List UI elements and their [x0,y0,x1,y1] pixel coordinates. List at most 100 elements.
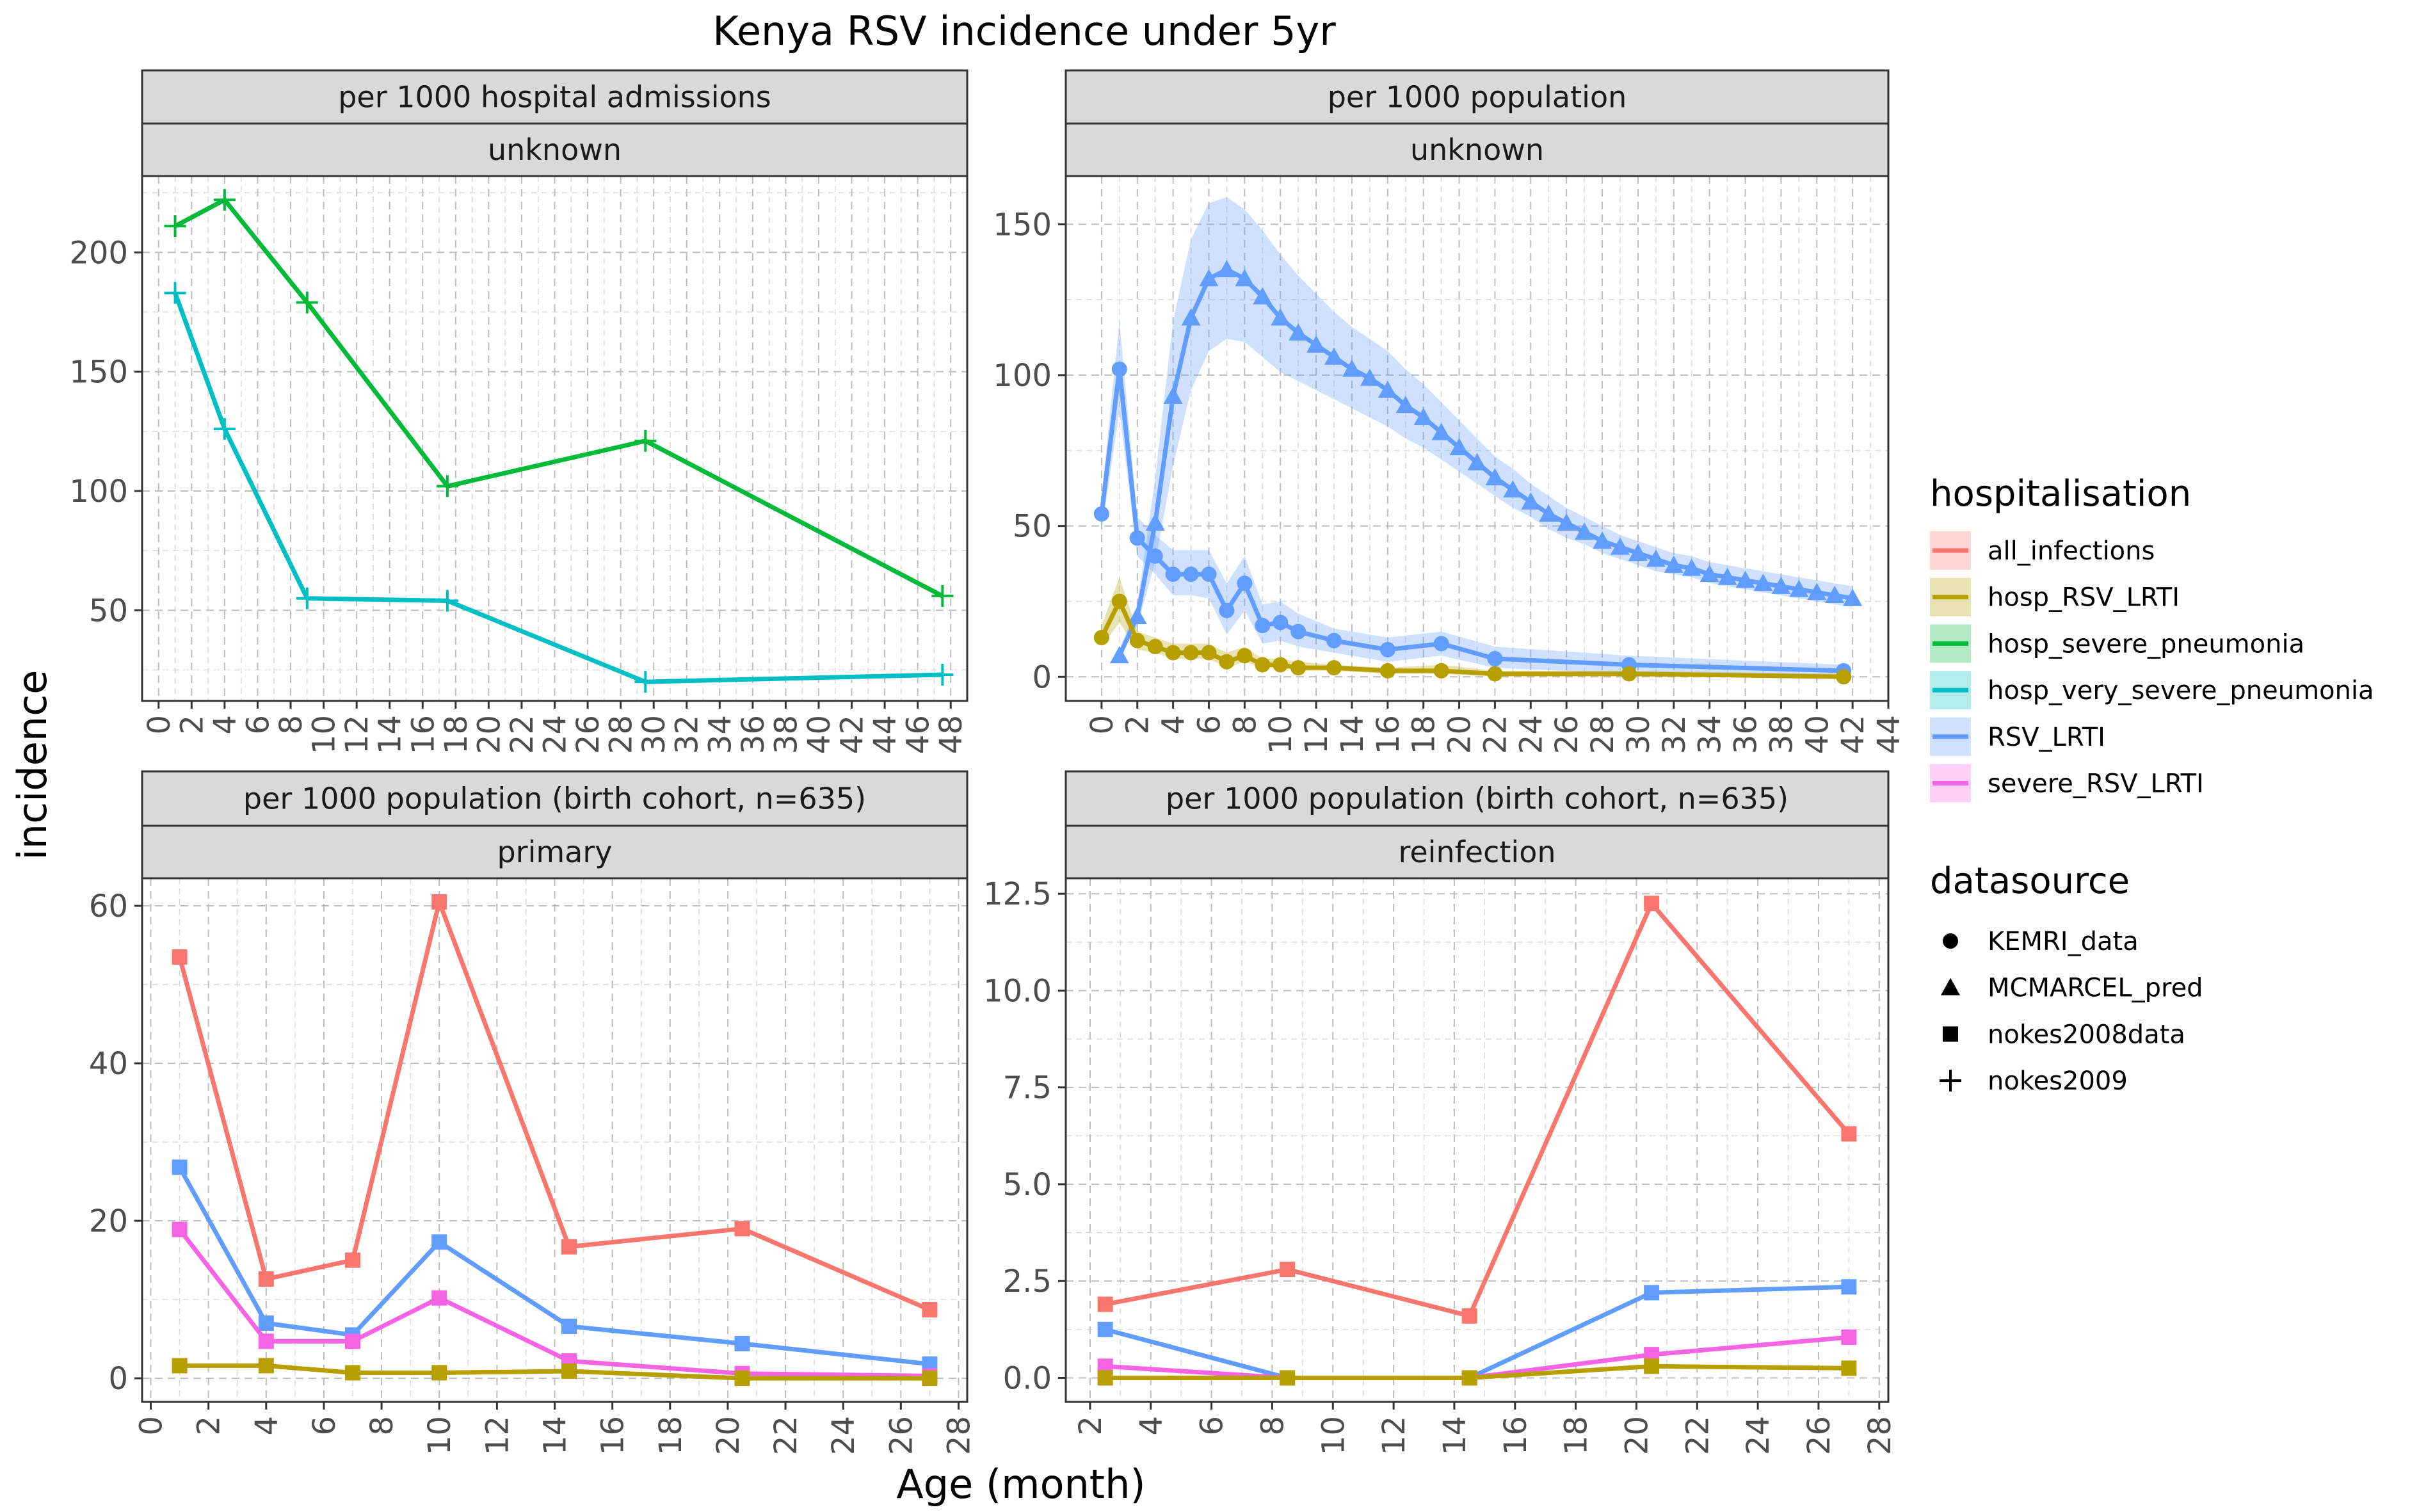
x-tick-label: 0 [1084,715,1120,735]
x-tick-label: 6 [240,715,276,735]
data-point-hosp_severe_pneumonia [436,475,458,497]
y-tick-label: 150 [993,207,1052,243]
data-point-all_infections [1841,1126,1857,1142]
x-tick-label: 30 [1621,715,1657,754]
data-point-all_infections [1461,1308,1477,1324]
data-point-RSV_LRTI [1237,575,1253,591]
data-point-severe_RSV_LRTI [172,1221,188,1237]
data-point-RSV_LRTI [1109,646,1129,664]
legend-title: hospitalisation [1930,473,2191,515]
x-tick-label: 20 [711,1416,746,1455]
data-point-RSV_LRTI [1700,565,1719,583]
data-point-RSV_LRTI [1271,308,1290,326]
data-point-RSV_LRTI [1201,567,1217,583]
facet-strip-bottom-label: reinfection [1398,835,1555,869]
data-layer [164,189,954,693]
facet-panel-4: per 1000 population (birth cohort, n=635… [983,770,1898,1455]
x-tick-label: 24 [1740,1416,1776,1455]
data-point-hosp_RSV_LRTI [1237,648,1253,664]
data-point-RSV_LRTI [1165,567,1181,583]
data-point-RSV_LRTI [1097,1321,1113,1337]
facet-strip-bottom [1065,824,1890,880]
data-point-RSV_LRTI [1433,636,1449,652]
x-tick-label: 34 [702,715,738,754]
data-point-RSV_LRTI [1485,468,1505,486]
data-point-RSV_LRTI [1682,558,1701,576]
data-point-hosp_RSV_LRTI [1165,645,1181,661]
facet-strip-top [1065,770,1890,827]
x-tick-label: 42 [1835,715,1871,754]
data-point-RSV_LRTI [1593,531,1612,549]
x-tick-label: 40 [801,715,837,754]
data-layer [1097,896,1857,1386]
data-point-RSV_LRTI [1127,607,1147,625]
y-tick-label: 50 [1013,509,1052,545]
x-tick-label: 36 [1728,715,1764,754]
data-point-RSV_LRTI [1807,583,1827,600]
x-tick-label: 2 [1120,715,1156,735]
x-tick-label: 28 [604,715,639,754]
data-point-RSV_LRTI [1273,615,1289,631]
x-tick-label: 18 [653,1416,689,1455]
data-point-RSV_LRTI [1199,269,1219,287]
x-tick-label: 26 [883,1416,919,1455]
data-point-RSV_LRTI [1395,396,1415,414]
x-tick-label: 14 [538,1416,574,1455]
data-point-hosp_severe_pneumonia [213,189,236,211]
data-point-RSV_LRTI [1360,368,1379,386]
x-tick-label: 4 [207,715,243,735]
facet-strip-bottom-label: unknown [1410,133,1544,167]
chart-title: Kenya RSV incidence under 5yr [712,8,1336,54]
legend-label: MCMARCEL_pred [1988,974,2203,1003]
data-point-RSV_LRTI [1379,641,1395,657]
x-tick-label: 16 [595,1416,631,1455]
facet-panel-1: per 1000 hospital admissionsunknown50100… [69,69,969,754]
x-tick-label: 18 [438,715,474,754]
facet-strip-top-label: per 1000 hospital admissions [338,80,771,115]
data-point-hosp_severe_pneumonia [634,430,657,452]
data-point-RSV_LRTI [1289,323,1308,341]
data-point-RSV_LRTI [1253,287,1273,305]
x-tick-label: 28 [1862,1416,1898,1455]
data-point-hosp_RSV_LRTI [1201,645,1217,661]
x-tick-label: 28 [1585,715,1621,754]
data-point-hosp_RSV_LRTI [561,1363,577,1379]
data-point-hosp_RSV_LRTI [1183,645,1199,661]
x-tick-label: 8 [1255,1416,1290,1436]
data-point-RSV_LRTI [1342,359,1362,377]
data-point-hosp_RSV_LRTI [1147,639,1163,655]
data-point-RSV_LRTI [1771,576,1791,594]
data-point-RSV_LRTI [1825,586,1845,604]
data-point-hosp_very_severe_pneumonia [296,587,318,609]
facet-strip-top [141,770,968,827]
data-point-RSV_LRTI [1753,574,1773,591]
data-point-hosp_RSV_LRTI [1836,669,1852,685]
data-point-RSV_LRTI [1521,492,1541,510]
data-point-RSV_LRTI [1290,623,1306,639]
data-point-severe_RSV_LRTI [345,1333,361,1349]
data-layer [172,894,938,1387]
data-point-RSV_LRTI [1378,380,1397,398]
data-point-hosp_RSV_LRTI [431,1365,447,1381]
data-point-all_infections [345,1252,361,1268]
data-point-RSV_LRTI [258,1315,274,1331]
data-point-hosp_RSV_LRTI [258,1358,274,1374]
data-point-all_infections [1280,1262,1296,1278]
data-point-RSV_LRTI [1217,260,1237,278]
data-point-all_infections [1097,1296,1113,1312]
data-point-hosp_RSV_LRTI [1111,593,1127,609]
data-point-hosp_RSV_LRTI [1290,660,1306,676]
legend-label: severe_RSV_LRTI [1988,769,2204,799]
data-point-RSV_LRTI [1575,522,1595,540]
data-point-hosp_RSV_LRTI [734,1371,750,1387]
legend-hospitalisation: hospitalisation all_infections hosp_RSV_LR… [1930,473,2374,803]
data-point-RSV_LRTI [1841,1279,1857,1295]
legend-key-shape [1941,977,1960,995]
data-point-RSV_LRTI [1111,361,1127,377]
data-point-hosp_RSV_LRTI [1841,1360,1857,1376]
x-tick-label: 26 [1549,715,1585,754]
